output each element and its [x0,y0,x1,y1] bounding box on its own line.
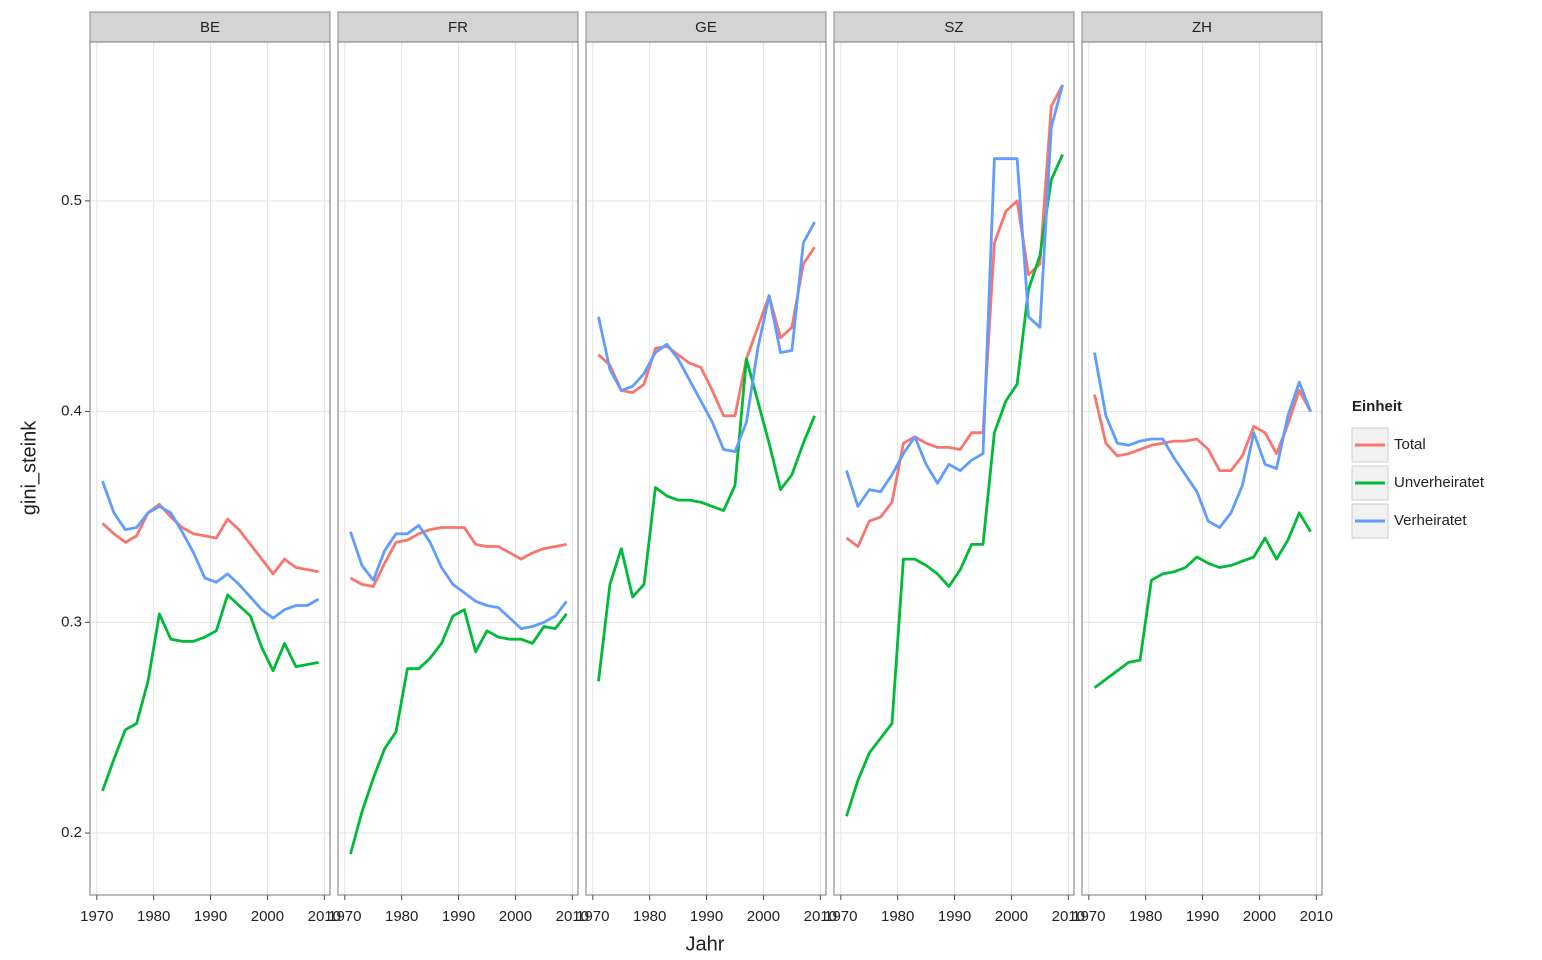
x-tick-label: 2000 [995,908,1028,925]
strip [833,11,1075,43]
facet-title: FR [448,19,468,36]
x-tick-label: 1970 [328,908,361,925]
x-tick-label: 2000 [251,908,284,925]
x-tick-label: 2000 [499,908,532,925]
panel-border [337,41,579,896]
panel [586,42,826,895]
panel [90,42,330,895]
x-tick-label: 1990 [938,908,971,925]
panel-border [833,41,1075,896]
x-tick-label: 2010 [804,908,837,925]
panel-border [585,41,827,896]
series-line [101,593,319,792]
x-tick-label: 1980 [1129,908,1162,925]
legend-label: Total [1394,436,1426,453]
x-tick-label: 1990 [194,908,227,925]
x-axis-title: Jahr [686,933,725,955]
series-line [349,608,568,855]
series-line [845,84,1064,548]
x-tick-label: 1990 [690,908,723,925]
x-tick-label: 2000 [1243,908,1276,925]
x-tick-label: 1990 [442,908,475,925]
x-tick-label: 1980 [385,908,418,925]
x-tick-label: 1970 [1072,908,1105,925]
strip [337,11,579,43]
x-tick-label: 1980 [881,908,914,925]
panel [1082,42,1322,895]
series-line [101,502,319,576]
x-tick-label: 1990 [1186,908,1219,925]
panel-border [89,41,331,896]
strip [89,11,331,43]
series-line [597,357,816,682]
series-line [349,524,568,630]
legend-title: Einheit [1352,398,1402,415]
x-tick-label: 2010 [1052,908,1085,925]
series-line [101,480,320,620]
legend-label: Verheiratet [1394,512,1467,529]
facet-title: ZH [1192,19,1212,36]
y-tick-label: 0.4 [61,403,82,420]
x-tick-label: 1970 [80,908,113,925]
panel-border [1081,41,1323,896]
series-line [1093,352,1312,529]
facet-title: SZ [944,19,963,36]
y-tick-label: 0.2 [61,824,82,841]
legend-label: Unverheiratet [1394,474,1485,491]
x-tick-label: 2010 [1300,908,1333,925]
y-axis-title: gini_steink [18,420,40,516]
x-tick-label: 2010 [556,908,589,925]
facet-title: GE [695,19,717,36]
x-tick-label: 1970 [824,908,857,925]
y-tick-label: 0.5 [61,192,82,209]
x-tick-label: 1980 [633,908,666,925]
series-line [597,221,816,453]
facet-title: BE [200,19,220,36]
strip [585,11,827,43]
series-line [1093,511,1312,689]
y-tick-label: 0.3 [61,613,82,630]
series-line [1093,389,1312,472]
series-line [845,84,1064,508]
x-tick-label: 1980 [137,908,170,925]
series-line [597,246,816,418]
series-line [349,526,567,588]
x-tick-label: 1970 [576,908,609,925]
panel [338,42,578,895]
x-tick-label: 2000 [747,908,780,925]
x-tick-label: 2010 [308,908,341,925]
